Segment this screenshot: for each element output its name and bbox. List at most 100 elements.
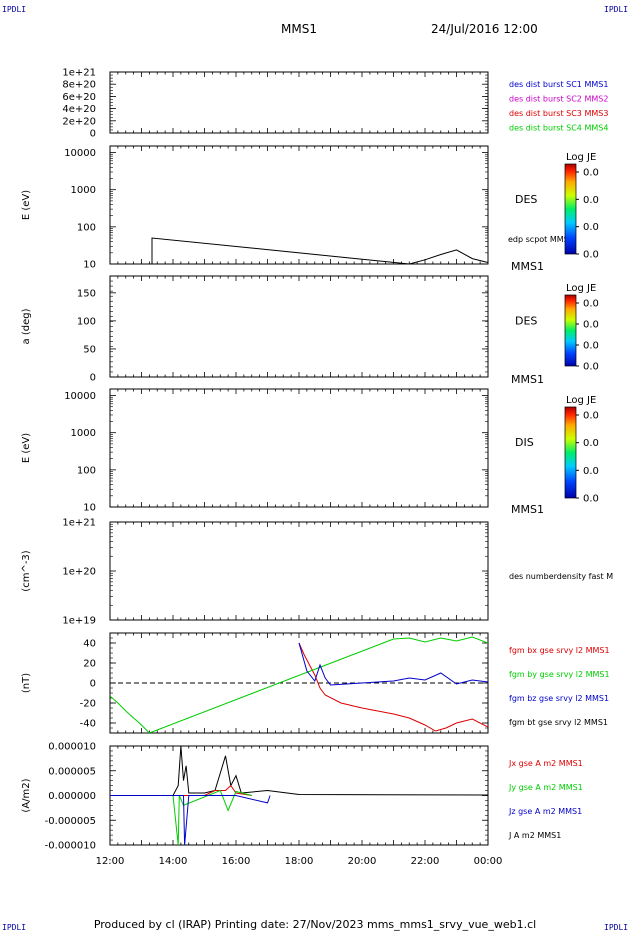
colorbar-title: Log JE: [566, 152, 596, 163]
series-jz-gse-a-m2-mms1: [110, 795, 271, 845]
y-tick-label: -0.000010: [45, 841, 96, 852]
colorbar-tick-label: 0.0: [583, 362, 599, 373]
colorbar-tick-label: 0.0: [583, 494, 599, 505]
corner-label-top-right: IPDLI: [604, 5, 629, 14]
spacecraft-label: MMS1: [511, 503, 544, 516]
colorbar-tick-label: 0.0: [583, 168, 599, 179]
instrument-label: DES: [515, 193, 537, 206]
legend-entry: des numberdensity fast M: [509, 572, 613, 581]
colorbar: [564, 163, 577, 255]
colorbar-tick-label: 0.0: [583, 411, 599, 422]
panel-current: 0.000010 0.000005 0.000000 -0.000005 -0.0000…: [21, 742, 583, 852]
y-tick-label: 0: [90, 373, 96, 384]
y-tick-label: 100: [77, 222, 96, 233]
colorbar: [564, 406, 577, 499]
y-tick-label: -20: [80, 699, 96, 710]
y-axis-label: E (eV): [21, 433, 32, 463]
colorbar-tick-label: 0.0: [583, 222, 599, 233]
y-axis-label: (cm^-3): [21, 550, 32, 591]
y-axis-label: (nT): [21, 673, 32, 693]
x-tick-label: 18:00: [285, 856, 314, 867]
legend-entry: des dist burst SC1 MMS1: [509, 80, 608, 89]
legend-entry: fgm bx gse srvy l2 MMS1: [509, 646, 610, 655]
y-tick-label: 1e+21: [62, 518, 96, 529]
y-axis-label: (A/m2): [21, 778, 32, 812]
colorbar: [564, 294, 577, 367]
overlay-label: edp scpot MMS1: [508, 235, 574, 244]
y-tick-label: 1000: [71, 185, 96, 196]
y-tick-label: 0.000010: [48, 742, 96, 753]
panel-dis-energy: 10000 1000 100 10 E (eV) DIS MMS1 Log JE 0.0 0.0 0…: [21, 388, 599, 516]
panel-frame: [109, 275, 489, 378]
y-tick-label: 1e+19: [62, 616, 96, 627]
date-time: 24/Jul/2016 12:00: [431, 22, 538, 36]
legend-entry: Jy gse A m2 MMS1: [508, 783, 583, 792]
series-jy-gse-a-m2-mms1: [110, 789, 252, 845]
y-tick-label: 100: [77, 465, 96, 476]
spacecraft-label: MMS1: [511, 260, 544, 273]
y-axis-label: E (eV): [21, 190, 32, 220]
y-tick-label: 8e+20: [62, 80, 96, 91]
colorbar-tick-label: 0.0: [583, 299, 599, 310]
x-tick-label: 22:00: [411, 856, 440, 867]
y-tick-label: 0: [90, 129, 96, 140]
panel-des-energy: 10000 1000 100 10 E (eV) DES MMS1 edp scpot MMS…: [21, 145, 599, 273]
colorbar-tick-label: 0.0: [583, 466, 599, 477]
series-j-a-m2-mms1: [110, 746, 488, 796]
corner-label-top-left: IPDLI: [2, 5, 27, 14]
spacecraft-title: MMS1: [281, 22, 317, 36]
x-tick-label: 16:00: [222, 856, 251, 867]
legend-entry: J A m2 MMS1: [508, 831, 561, 840]
legend-entry: fgm bt gse srvy l2 MMS1: [509, 718, 608, 727]
panel-frame: [109, 71, 489, 134]
y-tick-label: 10: [83, 260, 96, 271]
legend-entry: des dist burst SC3 MMS3: [509, 109, 608, 118]
colorbar-tick-label: 0.0: [583, 341, 599, 352]
colorbar-tick-label: 0.0: [583, 195, 599, 206]
corner-label-bottom-left: IPDLI: [2, 923, 27, 932]
legend-entry: des dist burst SC2 MMS2: [509, 95, 608, 104]
panel-fgm: 40 20 0 -20 -40 (nT) fgm bx gse srvy l2 MMS1 fg…: [21, 632, 610, 734]
y-tick-label: 1e+21: [62, 68, 96, 79]
y-tick-label: 40: [83, 639, 96, 650]
y-tick-label: 1000: [71, 428, 96, 439]
y-tick-label: -0.000005: [45, 816, 96, 827]
colorbar-tick-label: 0.0: [583, 320, 599, 331]
y-tick-label: 10: [83, 503, 96, 514]
colorbar-title: Log JE: [566, 283, 596, 294]
x-tick-label: 14:00: [159, 856, 188, 867]
panel-des-pitch: 150 100 50 0 a (deg) DES MMS1 Log JE 0.0 0.0 0.0 0.…: [21, 275, 599, 386]
x-tick-label: 20:00: [348, 856, 377, 867]
y-tick-label: 0.000005: [48, 766, 96, 777]
y-tick-label: 2e+20: [62, 116, 96, 127]
series-jx-gse-a-m2-mms1: [110, 784, 252, 796]
legend-entry: Jx gse A m2 MMS1: [508, 759, 583, 768]
colorbar-title: Log JE: [566, 395, 596, 406]
y-tick-label: -40: [80, 719, 96, 730]
legend-entry: des dist burst SC4 MMS4: [509, 124, 608, 133]
legend-entry: fgm bz gse srvy l2 MMS1: [509, 694, 609, 703]
y-tick-label: 10000: [64, 391, 96, 402]
colorbar-tick-label: 0.0: [583, 250, 599, 261]
y-tick-label: 150: [77, 288, 96, 299]
panel-frame: [109, 521, 489, 621]
colorbar-tick-label: 0.0: [583, 438, 599, 449]
y-axis-label: a (deg): [21, 308, 32, 344]
y-tick-label: 1e+20: [62, 567, 96, 578]
y-tick-label: 0: [90, 679, 96, 690]
corner-label-bottom-right: IPDLI: [604, 923, 629, 932]
instrument-label: DES: [515, 315, 537, 328]
footer-caption: Produced by cl (IRAP) Printing date: 27/…: [93, 918, 537, 931]
series-fgm-by-gse-srvy-l2-mms1: [110, 636, 488, 733]
series-fgm-bz-gse-srvy-l2-mms1: [298, 642, 488, 686]
x-tick-label: 00:00: [474, 856, 503, 867]
y-tick-label: 0.000000: [48, 791, 96, 802]
y-tick-label: 6e+20: [62, 92, 96, 103]
x-tick-label: 12:00: [96, 856, 125, 867]
y-tick-label: 100: [77, 316, 96, 327]
series-edp-scpot-mms1: [151, 237, 488, 264]
series-fgm-bx-gse-srvy-l2-mms1: [298, 642, 488, 732]
y-tick-label: 4e+20: [62, 104, 96, 115]
panel-density: 1e+21 1e+20 1e+19 (cm^-3) des numberdensity …: [21, 518, 613, 627]
